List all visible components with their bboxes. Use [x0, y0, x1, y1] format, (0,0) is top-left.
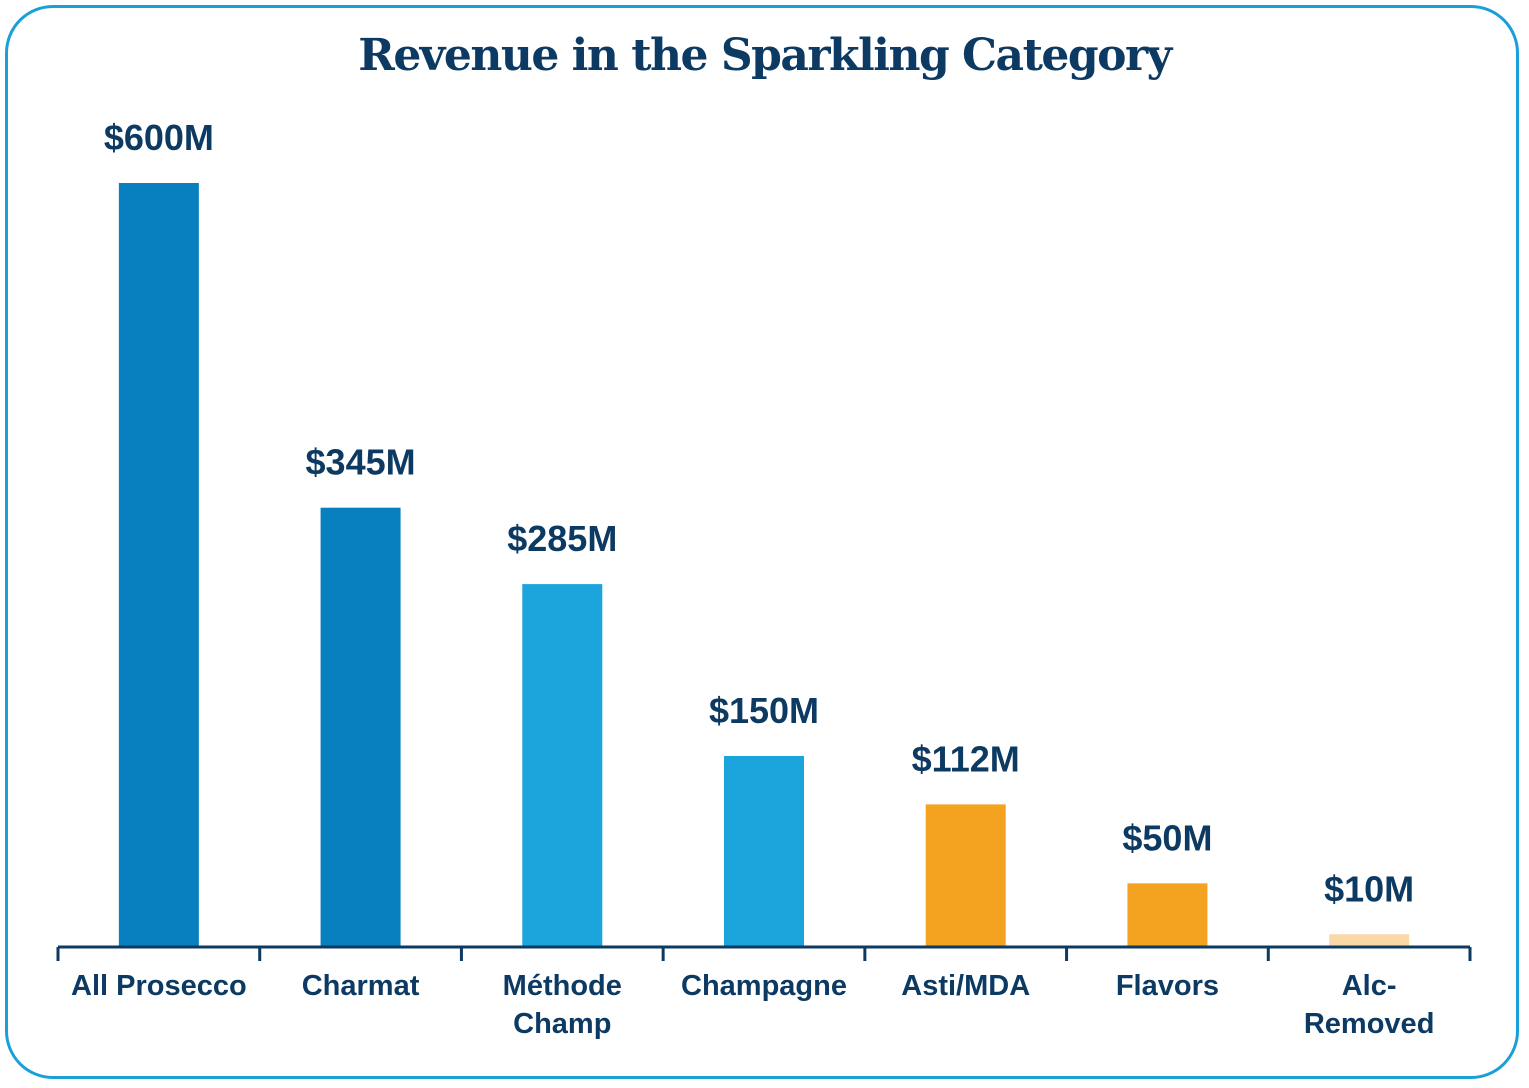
- data-label: $150M: [709, 690, 819, 731]
- x-tick-label: Removed: [1304, 1008, 1435, 1040]
- chart-title: Revenue in the Sparkling Category: [358, 30, 1172, 81]
- x-tick-label: Champagne: [681, 970, 847, 1002]
- bar: [118, 183, 199, 947]
- x-tick-label: Champ: [513, 1008, 611, 1040]
- bar: [724, 756, 804, 947]
- data-label: $112M: [912, 738, 1020, 779]
- x-tick-label: Flavors: [1116, 970, 1219, 1002]
- bar: [925, 804, 1006, 947]
- bar: [522, 584, 603, 947]
- x-tick-label: All Prosecco: [71, 970, 247, 1002]
- data-label: $50M: [1122, 817, 1212, 858]
- bar: [1329, 934, 1410, 947]
- x-tick-label: Méthode: [503, 970, 622, 1002]
- bar: [320, 507, 401, 947]
- data-label: $345M: [306, 442, 416, 483]
- data-label: $600M: [104, 117, 214, 158]
- data-label: $10M: [1324, 868, 1414, 909]
- x-tick-label: Alc-: [1342, 970, 1397, 1002]
- x-tick-label: Charmat: [302, 970, 420, 1002]
- data-label: $285M: [507, 518, 617, 559]
- bar: [1127, 883, 1208, 947]
- x-tick-label: Asti/MDA: [901, 970, 1030, 1002]
